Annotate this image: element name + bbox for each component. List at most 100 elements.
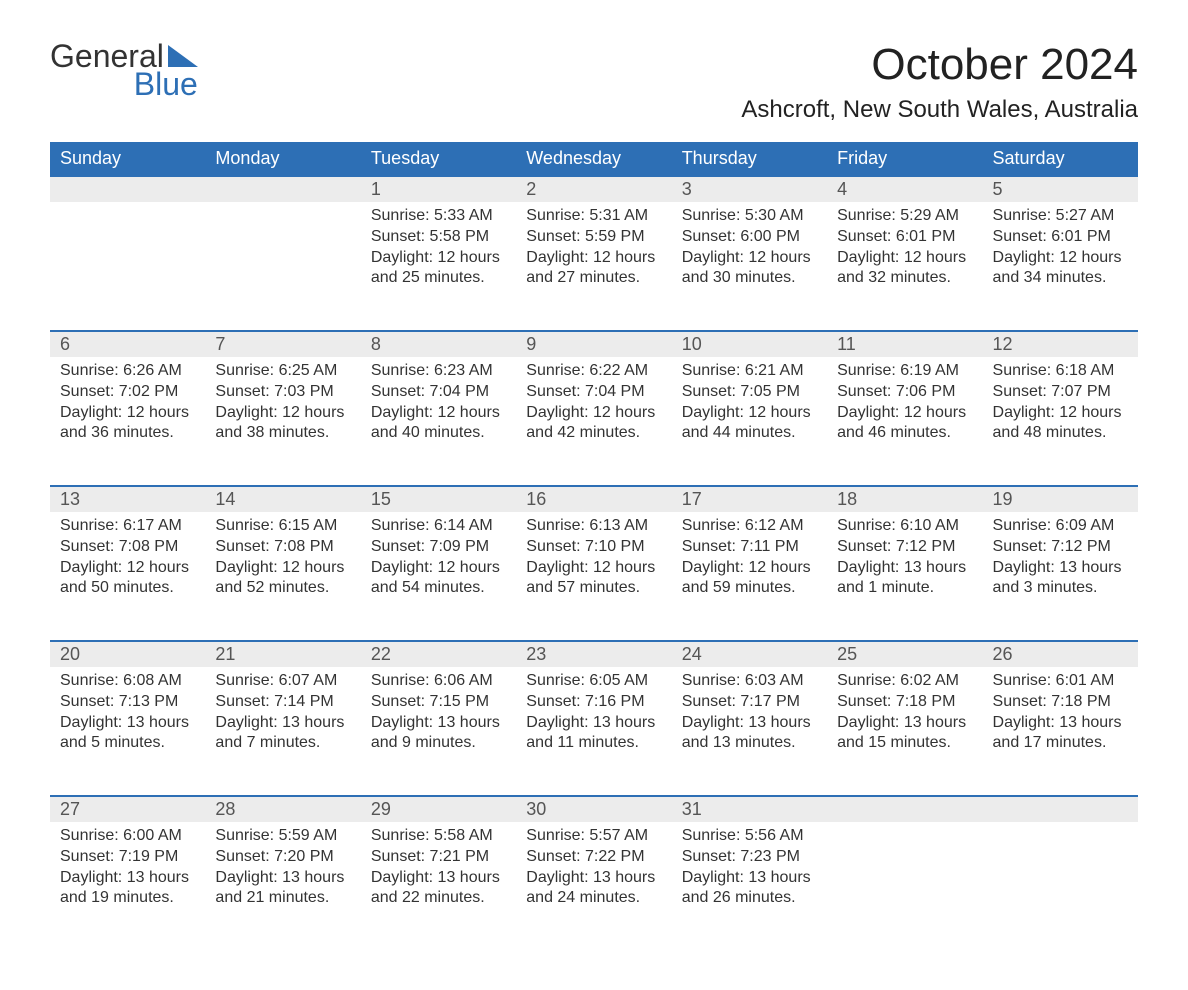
week-number-row: 13141516171819 — [50, 485, 1138, 512]
sunrise-line: Sunrise: 5:57 AM — [526, 826, 661, 847]
location: Ashcroft, New South Wales, Australia — [741, 96, 1138, 124]
sunset-line: Sunset: 7:22 PM — [526, 847, 661, 868]
day-body: Sunrise: 6:19 AMSunset: 7:06 PMDaylight:… — [827, 357, 982, 462]
day-body-cell: Sunrise: 5:29 AMSunset: 6:01 PMDaylight:… — [827, 202, 982, 330]
sunrise-label: Sunrise: — [371, 672, 434, 689]
sunrise-value: 6:10 AM — [900, 517, 959, 534]
sunset-line: Sunset: 7:05 PM — [682, 382, 817, 403]
day-number — [827, 795, 982, 822]
sunrise-label: Sunrise: — [993, 362, 1056, 379]
sunset-value: 7:08 PM — [274, 538, 334, 555]
day-number-cell: 3 — [672, 175, 827, 202]
sunrise-line: Sunrise: 6:02 AM — [837, 671, 972, 692]
sunrise-value: 5:57 AM — [589, 827, 648, 844]
sunrise-line: Sunrise: 5:29 AM — [837, 206, 972, 227]
title-block: October 2024 Ashcroft, New South Wales, … — [741, 40, 1138, 124]
day-number: 14 — [205, 485, 360, 512]
day-number-cell: 18 — [827, 485, 982, 512]
sunrise-value: 6:01 AM — [1056, 672, 1115, 689]
sunrise-label: Sunrise: — [993, 517, 1056, 534]
sunset-line: Sunset: 7:12 PM — [837, 537, 972, 558]
daylight-label: Daylight: — [682, 404, 749, 421]
sunset-label: Sunset: — [371, 228, 430, 245]
sunset-label: Sunset: — [837, 693, 896, 710]
daylight-label: Daylight: — [682, 714, 749, 731]
sunset-label: Sunset: — [371, 383, 430, 400]
day-body-cell: Sunrise: 6:10 AMSunset: 7:12 PMDaylight:… — [827, 512, 982, 640]
sunrise-line: Sunrise: 6:13 AM — [526, 516, 661, 537]
sunset-value: 7:16 PM — [585, 693, 645, 710]
sunset-line: Sunset: 7:09 PM — [371, 537, 506, 558]
sunrise-label: Sunrise: — [682, 672, 745, 689]
daylight-line: Daylight: 13 hours and 9 minutes. — [371, 713, 506, 755]
day-number-cell — [983, 795, 1138, 822]
weekday-header: Monday — [205, 142, 360, 175]
sunrise-line: Sunrise: 6:21 AM — [682, 361, 817, 382]
day-number: 7 — [205, 330, 360, 357]
sunrise-value: 5:56 AM — [745, 827, 804, 844]
sunset-value: 5:59 PM — [585, 228, 645, 245]
day-body: Sunrise: 6:14 AMSunset: 7:09 PMDaylight:… — [361, 512, 516, 617]
day-number: 2 — [516, 175, 671, 202]
daylight-line: Daylight: 12 hours and 52 minutes. — [215, 558, 350, 600]
daylight-line: Daylight: 12 hours and 42 minutes. — [526, 403, 661, 445]
sunrise-line: Sunrise: 6:10 AM — [837, 516, 972, 537]
logo-word2: Blue — [50, 68, 198, 100]
header: General Blue October 2024 Ashcroft, New … — [50, 40, 1138, 124]
sunrise-line: Sunrise: 5:58 AM — [371, 826, 506, 847]
daylight-label: Daylight: — [215, 869, 282, 886]
sunrise-line: Sunrise: 6:22 AM — [526, 361, 661, 382]
sunrise-label: Sunrise: — [371, 362, 434, 379]
sunset-line: Sunset: 7:08 PM — [60, 537, 195, 558]
day-body-cell: Sunrise: 6:13 AMSunset: 7:10 PMDaylight:… — [516, 512, 671, 640]
daylight-label: Daylight: — [837, 249, 904, 266]
day-body: Sunrise: 5:30 AMSunset: 6:00 PMDaylight:… — [672, 202, 827, 307]
sunset-value: 7:22 PM — [585, 848, 645, 865]
daylight-line: Daylight: 13 hours and 21 minutes. — [215, 868, 350, 910]
day-body-cell: Sunrise: 6:09 AMSunset: 7:12 PMDaylight:… — [983, 512, 1138, 640]
day-number-cell: 8 — [361, 330, 516, 357]
sunset-label: Sunset: — [215, 848, 274, 865]
month-title: October 2024 — [741, 40, 1138, 90]
day-number: 31 — [672, 795, 827, 822]
sunrise-label: Sunrise: — [215, 672, 278, 689]
sunrise-line: Sunrise: 6:19 AM — [837, 361, 972, 382]
sunrise-line: Sunrise: 6:09 AM — [993, 516, 1128, 537]
day-body-cell: Sunrise: 6:14 AMSunset: 7:09 PMDaylight:… — [361, 512, 516, 640]
sunrise-value: 6:05 AM — [589, 672, 648, 689]
weekday-header: Saturday — [983, 142, 1138, 175]
daylight-label: Daylight: — [60, 404, 127, 421]
sunset-value: 6:01 PM — [896, 228, 956, 245]
sunrise-value: 6:15 AM — [279, 517, 338, 534]
day-body: Sunrise: 6:13 AMSunset: 7:10 PMDaylight:… — [516, 512, 671, 617]
sunrise-value: 6:13 AM — [589, 517, 648, 534]
daylight-label: Daylight: — [682, 869, 749, 886]
day-body-cell: Sunrise: 5:33 AMSunset: 5:58 PMDaylight:… — [361, 202, 516, 330]
daylight-line: Daylight: 13 hours and 24 minutes. — [526, 868, 661, 910]
week-body-row: Sunrise: 5:33 AMSunset: 5:58 PMDaylight:… — [50, 202, 1138, 330]
week-number-row: 12345 — [50, 175, 1138, 202]
day-body: Sunrise: 6:00 AMSunset: 7:19 PMDaylight:… — [50, 822, 205, 927]
day-body-cell: Sunrise: 6:02 AMSunset: 7:18 PMDaylight:… — [827, 667, 982, 795]
sunset-value: 7:18 PM — [896, 693, 956, 710]
sunrise-line: Sunrise: 6:00 AM — [60, 826, 195, 847]
day-body-cell: Sunrise: 6:07 AMSunset: 7:14 PMDaylight:… — [205, 667, 360, 795]
sunset-value: 7:19 PM — [119, 848, 179, 865]
day-body: Sunrise: 6:25 AMSunset: 7:03 PMDaylight:… — [205, 357, 360, 462]
day-number: 15 — [361, 485, 516, 512]
day-body: Sunrise: 5:31 AMSunset: 5:59 PMDaylight:… — [516, 202, 671, 307]
daylight-line: Daylight: 13 hours and 17 minutes. — [993, 713, 1128, 755]
sunset-line: Sunset: 7:23 PM — [682, 847, 817, 868]
sunset-value: 7:05 PM — [740, 383, 800, 400]
sunset-label: Sunset: — [371, 538, 430, 555]
sunrise-line: Sunrise: 6:26 AM — [60, 361, 195, 382]
day-body-cell — [50, 202, 205, 330]
daylight-label: Daylight: — [682, 559, 749, 576]
day-number: 19 — [983, 485, 1138, 512]
sunrise-label: Sunrise: — [526, 517, 589, 534]
sunrise-line: Sunrise: 5:56 AM — [682, 826, 817, 847]
day-number-cell: 27 — [50, 795, 205, 822]
day-number: 22 — [361, 640, 516, 667]
sunset-line: Sunset: 7:17 PM — [682, 692, 817, 713]
week-body-row: Sunrise: 6:00 AM Sunset: 7:19 PM Daylight:… — [50, 822, 1138, 950]
